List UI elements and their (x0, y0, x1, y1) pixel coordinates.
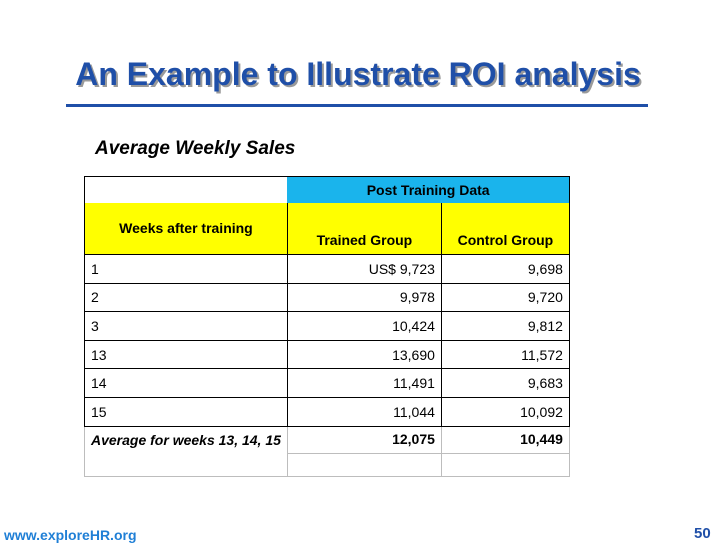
week-cell: 13 (84, 339, 288, 370)
control-cell: 11,572 (440, 339, 570, 370)
average-row: Average for weeks 13, 14, 15 12,075 10,4… (84, 426, 570, 477)
trained-cell: 10,424 (286, 311, 442, 341)
table-row: 15 11,044 10,092 (84, 396, 570, 427)
slide-title: An Example to Illustrate ROI analysis (75, 56, 641, 92)
week-cell: 15 (84, 396, 288, 427)
trained-cell: US$ 9,723 (286, 254, 442, 284)
control-column-header: Control Group (440, 202, 570, 255)
week-cell: 1 (84, 254, 288, 284)
control-cell: 9,683 (440, 368, 570, 398)
average-trained-value: 12,075 (287, 431, 441, 454)
post-training-header: Post Training Data (287, 176, 570, 203)
table-row: 3 10,424 9,812 (84, 311, 570, 341)
header-blank-cell (84, 176, 288, 203)
sales-table: Post Training Data Weeks after training … (84, 176, 570, 477)
table-row: 14 11,491 9,683 (84, 368, 570, 398)
average-control: 10,449 (441, 426, 570, 477)
trained-cell: 11,491 (286, 368, 442, 398)
control-cell: 9,720 (440, 282, 570, 313)
average-label: Average for weeks 13, 14, 15 (84, 426, 288, 477)
table-row: 1 US$ 9,723 9,698 (84, 254, 570, 284)
trained-column-header: Trained Group (286, 202, 442, 255)
average-control-value: 10,449 (441, 431, 569, 454)
average-trained: 12,075 (287, 426, 442, 477)
week-cell: 3 (84, 311, 288, 341)
page-number: 50 (694, 525, 711, 542)
table-row: 2 9,978 9,720 (84, 282, 570, 313)
trained-cell: 11,044 (286, 396, 442, 427)
trained-cell: 9,978 (286, 282, 442, 313)
control-cell: 9,698 (440, 254, 570, 284)
week-cell: 14 (84, 368, 288, 398)
trained-cell: 13,690 (286, 339, 442, 370)
control-cell: 9,812 (440, 311, 570, 341)
weeks-column-header: Weeks after training (84, 202, 288, 255)
website-link[interactable]: www.exploreHR.org (4, 527, 137, 543)
title-underline (66, 104, 648, 107)
table-row: 13 13,690 11,572 (84, 339, 570, 370)
week-cell: 2 (84, 282, 288, 313)
control-cell: 10,092 (440, 396, 570, 427)
table-subtitle: Average Weekly Sales (95, 138, 296, 159)
